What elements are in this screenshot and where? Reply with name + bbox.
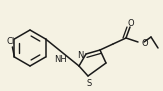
Text: N: N bbox=[77, 51, 83, 60]
Text: S: S bbox=[86, 79, 92, 88]
Text: O: O bbox=[142, 38, 148, 48]
Text: Cl: Cl bbox=[6, 37, 15, 47]
Text: O: O bbox=[128, 18, 134, 27]
Text: NH: NH bbox=[54, 55, 67, 64]
